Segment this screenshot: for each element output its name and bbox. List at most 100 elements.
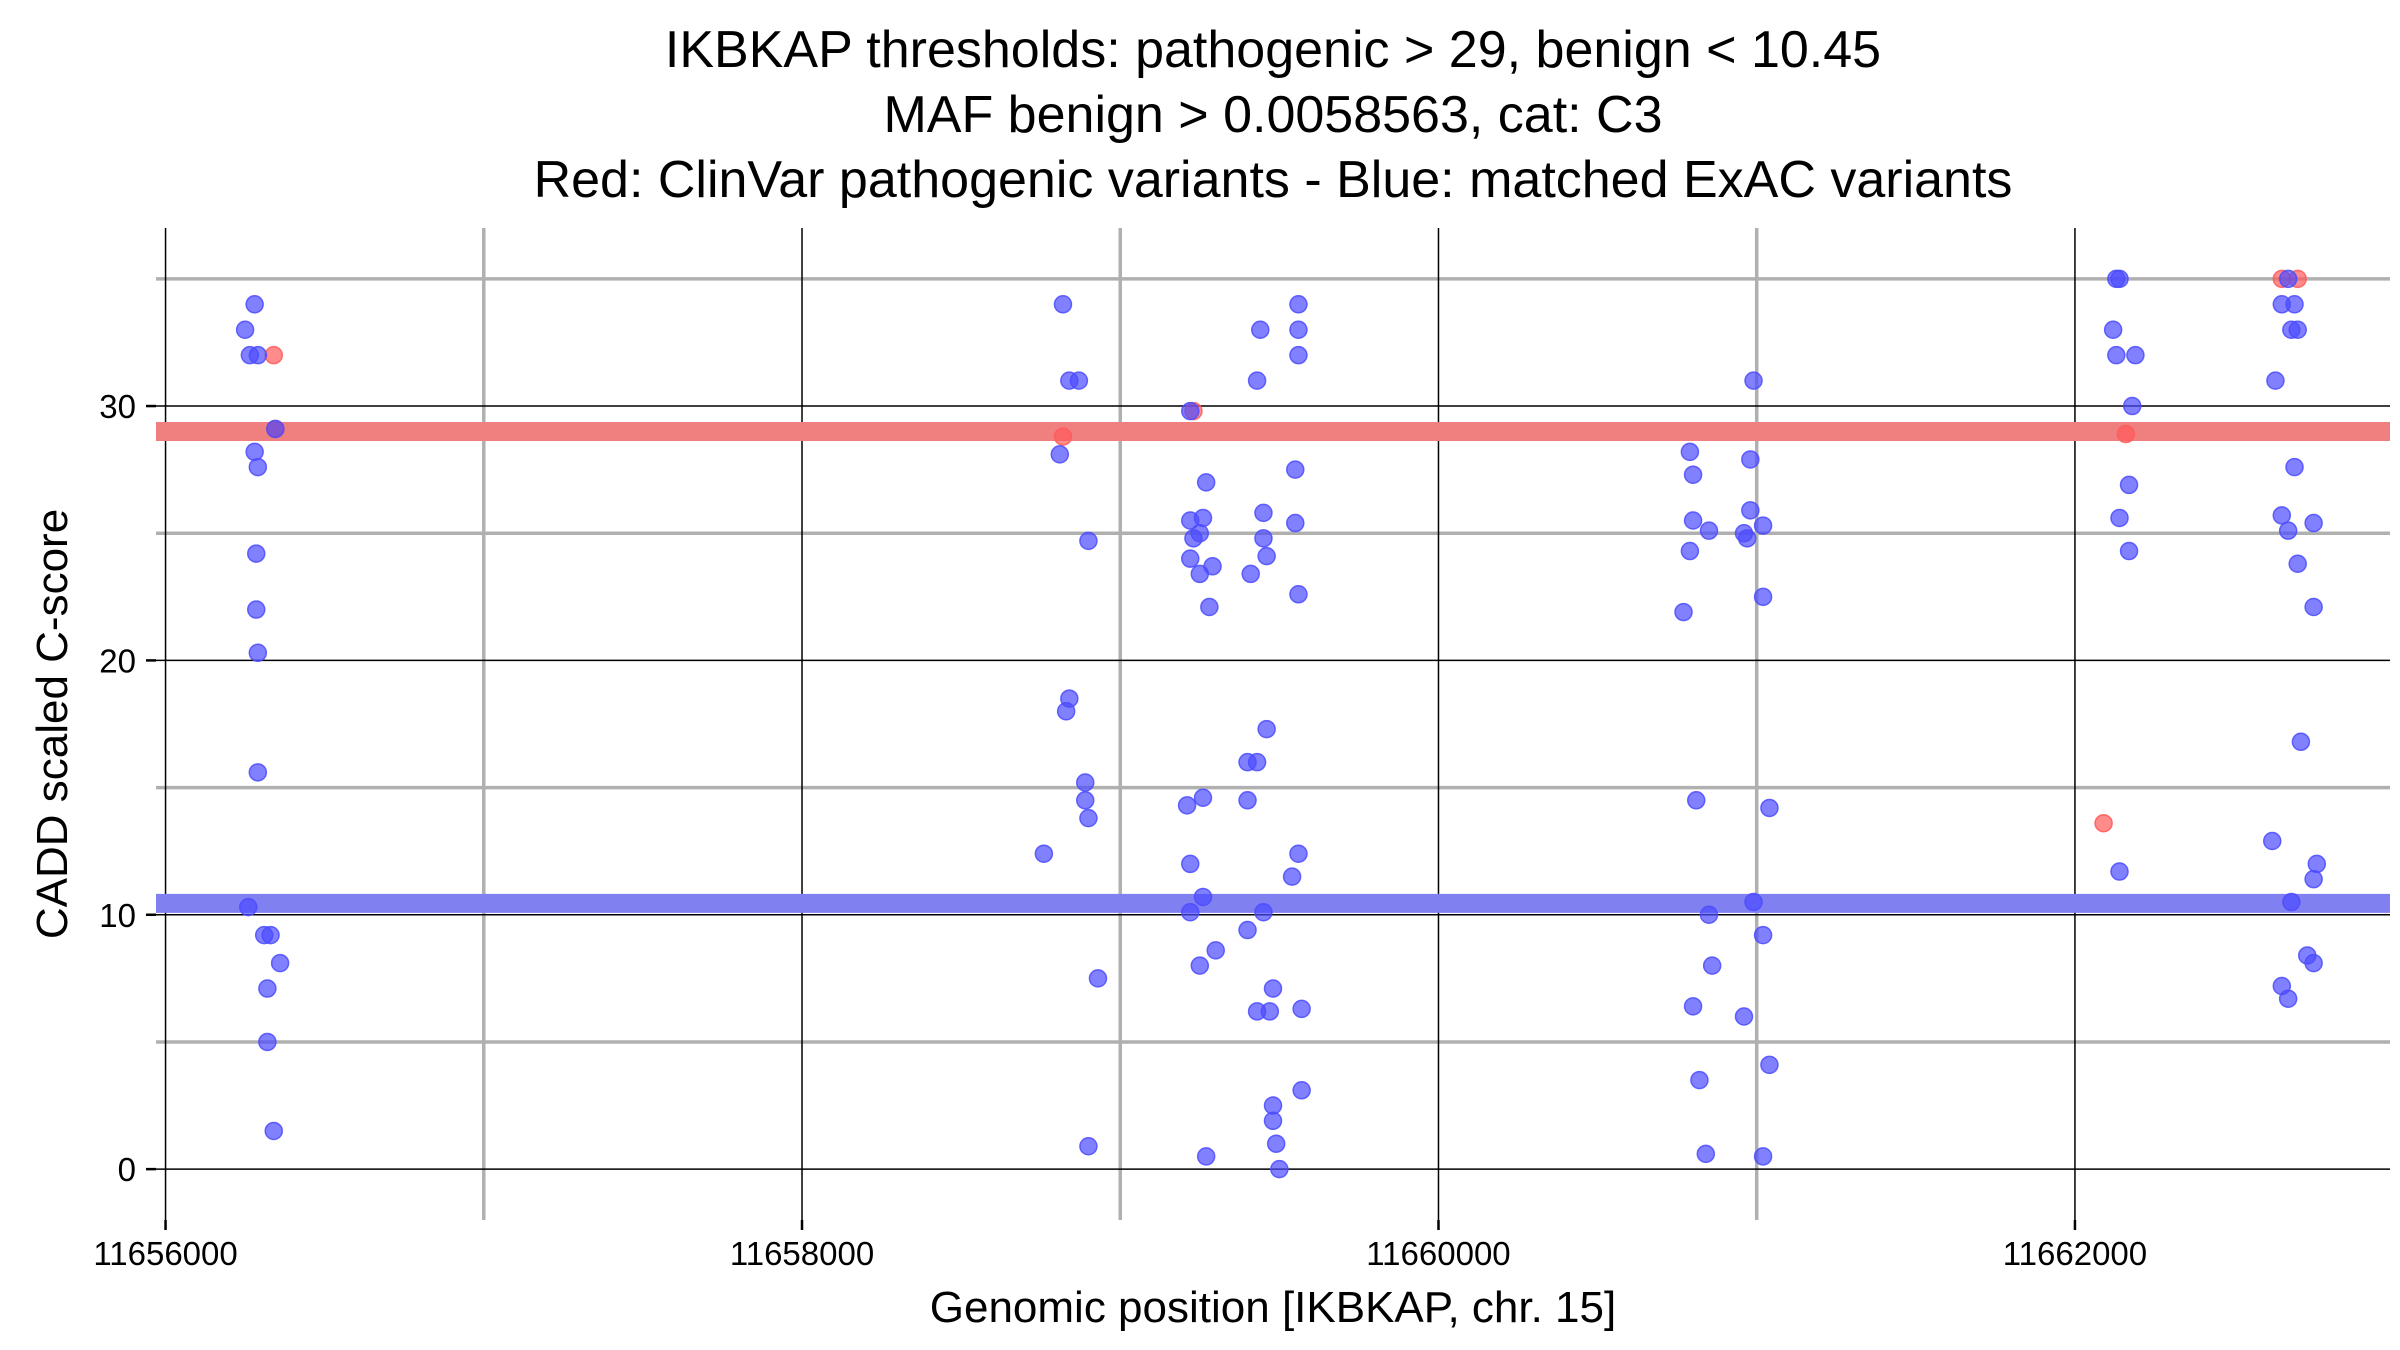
exac-matched-point	[1699, 905, 1719, 925]
exac-matched-point	[1683, 465, 1703, 484]
exac-matched-point	[1687, 791, 1706, 810]
exac-matched-point	[248, 345, 268, 365]
exac-matched-point	[1200, 597, 1219, 617]
exac-matched-point	[1254, 503, 1273, 523]
exac-matched-point	[1266, 1134, 1286, 1153]
exac-matched-point	[1079, 808, 1098, 828]
chart-title: IKBKAP thresholds: pathogenic > 29, beni…	[534, 21, 2013, 209]
exac-matched-point	[1289, 295, 1308, 314]
exac-matched-point	[235, 320, 255, 339]
y-tick-label: 10	[99, 897, 136, 934]
exac-matched-point	[248, 763, 268, 782]
exac-matched-point	[2103, 320, 2123, 339]
exac-matched-point	[1193, 788, 1213, 808]
exac-matched-point	[1282, 867, 1302, 886]
exac-matched-point	[1181, 854, 1200, 874]
exac-matched-point	[1734, 1007, 1754, 1026]
exac-matched-point	[1696, 1144, 1716, 1164]
exac-matched-point	[1760, 798, 1779, 818]
exac-matched-point	[248, 457, 268, 477]
exac-matched-point	[1289, 844, 1308, 863]
exac-matched-point	[2288, 320, 2307, 339]
exac-matched-point	[258, 1032, 277, 1052]
x-tick-label: 11658000	[730, 1235, 874, 1272]
exac-matched-point	[1247, 371, 1267, 390]
exac-matched-point	[1286, 460, 1305, 479]
exac-matched-point	[1744, 892, 1763, 912]
exac-matched-point	[1744, 371, 1763, 390]
exac-matched-point	[1190, 564, 1210, 584]
exac-matched-point	[2110, 508, 2129, 528]
title-line-3: Red: ClinVar pathogenic variants - Blue:…	[534, 151, 2013, 209]
exac-matched-point	[2291, 732, 2311, 752]
exac-matched-point	[1190, 956, 1210, 975]
threshold-bands	[156, 421, 2390, 913]
exac-matched-point	[1193, 887, 1213, 907]
exac-matched-point	[258, 979, 277, 998]
exac-matched-point	[1257, 546, 1276, 566]
exac-matched-point	[1079, 1136, 1098, 1156]
exac-matched-point	[2272, 506, 2292, 525]
exac-matched-point	[1238, 791, 1257, 810]
exac-matched-point	[2110, 862, 2129, 881]
exac-matched-point	[1034, 844, 1054, 863]
exac-matched-point	[1753, 925, 1773, 945]
exac-matched-point	[2110, 269, 2129, 289]
x-tick-label: 11656000	[93, 1235, 237, 1272]
exac-matched-point	[1181, 549, 1200, 568]
exac-matched-point	[1181, 902, 1200, 922]
exac-matched-point	[245, 295, 264, 314]
exac-matched-point	[264, 1121, 283, 1141]
exac-matched-point	[1737, 529, 1757, 548]
major-gridlines	[156, 228, 2390, 1220]
exac-matched-point	[1674, 602, 1693, 622]
exac-matched-point	[2278, 269, 2298, 289]
exac-matched-point	[1241, 564, 1260, 584]
y-axis: 0 10 20 30	[99, 388, 156, 1188]
exac-matched-point	[1683, 511, 1703, 530]
exac-matched-point	[2304, 597, 2323, 617]
title-line-2: MAF benign > 0.0058563, cat: C3	[883, 86, 1662, 144]
x-axis: 11656000 11658000 11660000 11662000	[93, 1220, 2147, 1272]
exac-matched-point	[1184, 529, 1203, 548]
exac-matched-point	[1263, 979, 1283, 998]
exac-matched-point	[1254, 902, 1273, 922]
exac-matched-point	[2122, 396, 2142, 416]
y-tick-label: 30	[99, 388, 136, 425]
exac-matched-point	[2278, 989, 2298, 1008]
exac-matched-point	[1079, 531, 1098, 551]
exac-matched-point	[1289, 345, 1308, 365]
x-tick-label: 11662000	[2003, 1235, 2147, 1272]
exac-matched-point	[1247, 752, 1267, 772]
y-tick-label: 20	[99, 642, 136, 679]
exac-matched-point	[2307, 854, 2327, 874]
exac-matched-point	[246, 600, 266, 619]
exac-matched-point	[1263, 1111, 1283, 1131]
exac-matched-point	[1702, 956, 1722, 975]
exac-matched-point	[1680, 442, 1700, 462]
exac-matched-point	[1075, 773, 1095, 792]
exac-matched-point	[1206, 941, 1225, 960]
exac-matched-point	[1088, 969, 1108, 988]
exac-matched-point	[1753, 587, 1773, 607]
exac-matched-point	[1050, 445, 1070, 464]
exac-matched-point	[2119, 475, 2139, 495]
exac-matched-point	[1683, 997, 1703, 1016]
exac-matched-point	[1177, 796, 1197, 815]
exac-matched-point	[1069, 371, 1089, 390]
exac-matched-point	[1075, 791, 1095, 810]
x-axis-label: Genomic position [IKBKAP, chr. 15]	[930, 1283, 1616, 1332]
x-tick-label: 11660000	[1366, 1235, 1510, 1272]
clinvar-pathogenic-point	[2094, 813, 2113, 833]
exac-matched-point	[246, 544, 266, 563]
exac-matched-point	[245, 442, 264, 462]
y-axis-label: CADD scaled C-score	[28, 509, 77, 939]
exac-matched-point	[2266, 371, 2285, 390]
data-points	[235, 269, 2327, 1179]
exac-matched-point	[1193, 508, 1213, 528]
exac-matched-point	[1251, 320, 1270, 339]
clinvar-pathogenic-point	[264, 345, 283, 365]
exac-matched-point	[2285, 457, 2304, 477]
exac-matched-point	[1690, 1070, 1709, 1090]
minor-gridlines	[156, 228, 2390, 1220]
